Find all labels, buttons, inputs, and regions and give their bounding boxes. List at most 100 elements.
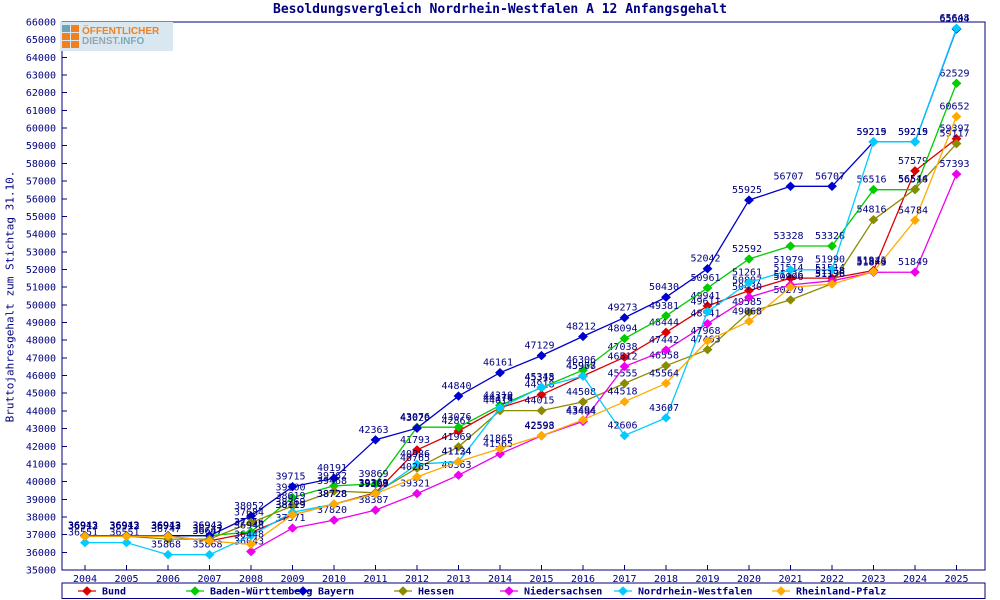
legend-label: Niedersachsen bbox=[524, 586, 602, 598]
point-label: 36912 bbox=[109, 521, 139, 532]
data-point-marker bbox=[82, 586, 92, 596]
point-label: 38728 bbox=[317, 489, 347, 500]
y-tick-label: 46000 bbox=[26, 371, 56, 382]
data-point-marker bbox=[298, 586, 308, 596]
data-point-marker bbox=[619, 378, 630, 389]
point-label: 50430 bbox=[732, 282, 762, 293]
data-point-marker bbox=[536, 382, 547, 392]
point-label: 49585 bbox=[732, 297, 762, 308]
point-label: 39468 bbox=[317, 476, 347, 487]
legend-label: Bund bbox=[102, 587, 126, 598]
data-point-marker bbox=[910, 184, 920, 194]
data-point-marker bbox=[619, 430, 630, 441]
point-label: 42598 bbox=[524, 421, 554, 432]
x-tick-label: 2022 bbox=[820, 574, 844, 585]
point-label: 36551 bbox=[68, 528, 98, 539]
data-point-marker bbox=[868, 137, 879, 147]
y-tick-label: 51000 bbox=[26, 283, 56, 294]
point-label: 36912 bbox=[68, 521, 98, 532]
point-label: 39321 bbox=[400, 479, 430, 490]
data-point-marker bbox=[412, 423, 422, 433]
data-point-marker bbox=[370, 479, 381, 489]
point-label: 59219 bbox=[856, 127, 886, 138]
point-label: 36943 bbox=[68, 521, 98, 532]
oeffentlicher-dienst-logo[interactable]: ÖFFENTLICHER DIENST.INFO bbox=[60, 22, 173, 51]
y-tick-label: 49000 bbox=[26, 318, 56, 329]
data-point-marker bbox=[246, 539, 256, 550]
data-point-marker bbox=[536, 389, 547, 400]
point-label: 43607 bbox=[649, 403, 679, 414]
y-tick-label: 66000 bbox=[26, 18, 56, 29]
point-label: 49941 bbox=[690, 291, 720, 302]
point-label: 43404 bbox=[566, 406, 596, 417]
point-label: 50430 bbox=[649, 282, 679, 293]
x-tick-label: 2025 bbox=[944, 574, 968, 585]
data-point-marker bbox=[776, 586, 786, 596]
point-label: 39309 bbox=[358, 479, 388, 490]
y-tick-label: 35000 bbox=[26, 566, 56, 577]
data-point-marker bbox=[504, 586, 514, 596]
data-point-marker bbox=[661, 360, 671, 371]
data-point-marker bbox=[578, 331, 588, 342]
point-label: 45318 bbox=[524, 373, 554, 384]
data-point-marker bbox=[744, 277, 754, 288]
chart-title: Besoldungsvergleich Nordrhein-Westfalen … bbox=[273, 2, 727, 17]
point-label: 56707 bbox=[815, 171, 845, 182]
point-label: 57579 bbox=[898, 156, 928, 167]
data-point-marker bbox=[495, 443, 505, 454]
point-label: 56516 bbox=[898, 175, 928, 186]
data-point-marker bbox=[246, 546, 256, 557]
point-label: 36948 bbox=[234, 521, 264, 532]
legend-box bbox=[61, 582, 986, 599]
point-label: 51261 bbox=[732, 268, 762, 279]
legend: Bund Baden-Württemberg Bayern Hessen Nieders… bbox=[61, 582, 986, 599]
point-label: 45564 bbox=[649, 368, 679, 379]
data-point-marker bbox=[785, 295, 796, 305]
y-tick-label: 41000 bbox=[26, 459, 56, 470]
point-label: 50279 bbox=[773, 285, 803, 296]
point-label: 51176 bbox=[815, 269, 845, 280]
legend-label: Baden-Württemberg bbox=[210, 587, 312, 598]
point-label: 51843 bbox=[856, 257, 886, 268]
point-label: 62529 bbox=[939, 68, 969, 79]
point-label: 38728 bbox=[317, 489, 347, 500]
point-label: 43076 bbox=[400, 412, 430, 423]
x-tick-label: 2016 bbox=[571, 574, 595, 585]
point-label: 52042 bbox=[690, 254, 720, 265]
legend-item-bund: Bund bbox=[78, 586, 126, 598]
point-label: 43494 bbox=[566, 405, 596, 416]
data-point-marker bbox=[868, 266, 879, 277]
data-point-marker bbox=[785, 265, 796, 275]
data-point-marker bbox=[453, 470, 464, 480]
data-point-marker bbox=[951, 169, 962, 179]
data-point-marker bbox=[619, 352, 630, 362]
data-point-marker bbox=[951, 138, 962, 149]
data-point-marker bbox=[785, 181, 796, 191]
data-point-marker bbox=[702, 344, 713, 355]
data-point-marker bbox=[868, 184, 879, 195]
point-label: 37684 bbox=[234, 508, 264, 519]
point-label: 48094 bbox=[607, 324, 637, 335]
data-point-marker bbox=[910, 166, 920, 176]
point-label: 38269 bbox=[275, 497, 305, 508]
point-label: 47968 bbox=[690, 326, 720, 337]
y-tick-label: 56000 bbox=[26, 194, 56, 205]
point-label: 39869 bbox=[358, 469, 388, 480]
point-label: 36912 bbox=[68, 521, 98, 532]
data-point-marker bbox=[578, 397, 588, 407]
data-point-marker bbox=[287, 523, 298, 533]
data-point-marker bbox=[329, 499, 339, 509]
point-label: 65604 bbox=[939, 14, 969, 25]
y-tick-label: 45000 bbox=[26, 389, 56, 400]
x-tick-label: 2021 bbox=[778, 574, 802, 585]
point-label: 41134 bbox=[441, 447, 471, 458]
point-label: 40265 bbox=[400, 462, 430, 473]
point-label: 36912 bbox=[151, 521, 181, 532]
data-point-marker bbox=[702, 307, 713, 317]
y-tick-label: 39000 bbox=[26, 495, 56, 506]
point-label: 43020 bbox=[400, 413, 430, 424]
x-tick-label: 2013 bbox=[446, 574, 470, 585]
x-tick-label: 2004 bbox=[73, 574, 97, 585]
data-point-marker bbox=[190, 586, 200, 596]
